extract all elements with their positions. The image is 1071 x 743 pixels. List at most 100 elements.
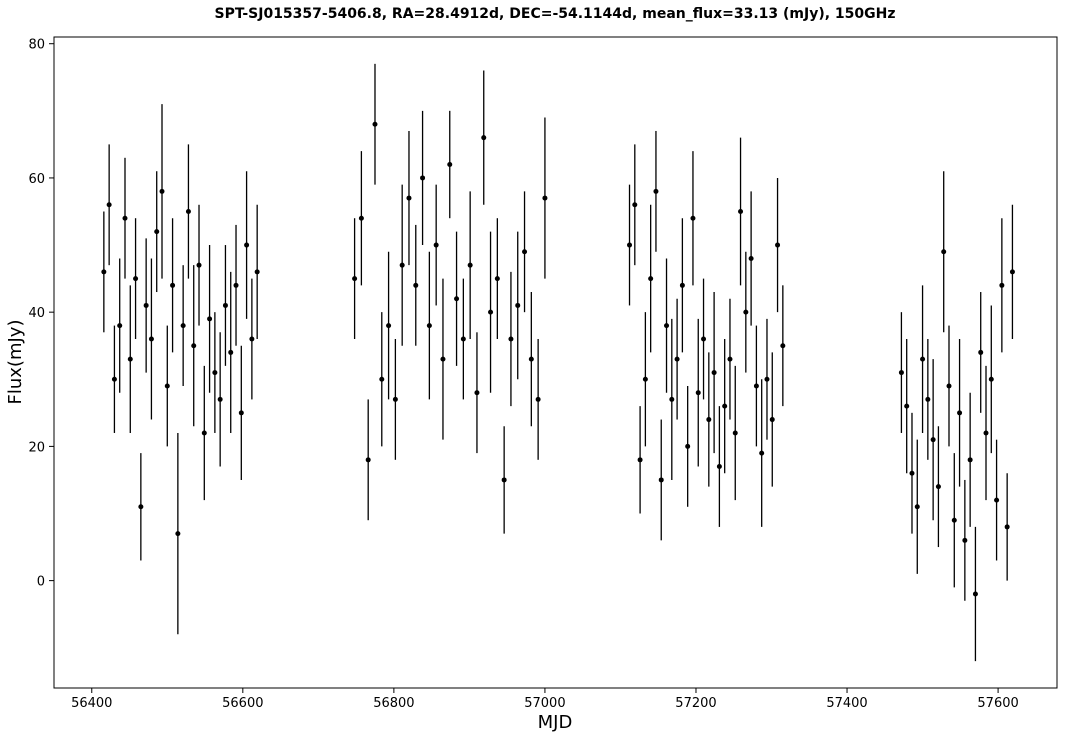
x-tick-label: 57000	[524, 696, 565, 711]
x-tick-label: 56600	[222, 696, 263, 711]
data-point	[685, 443, 691, 449]
data-point	[690, 215, 696, 221]
data-point	[637, 457, 643, 463]
data-point	[642, 376, 648, 382]
data-point	[695, 390, 701, 396]
data-point	[379, 376, 385, 382]
data-point	[467, 262, 473, 268]
data-point	[488, 309, 494, 315]
data-point	[701, 336, 707, 342]
data-point	[111, 376, 117, 382]
data-point	[769, 417, 775, 423]
data-point	[420, 175, 426, 181]
data-point	[233, 282, 239, 288]
data-point	[143, 302, 149, 308]
data-point	[994, 497, 1000, 503]
data-point	[706, 417, 712, 423]
data-point	[494, 276, 500, 282]
y-tick-label: 60	[28, 172, 45, 187]
data-point	[722, 403, 728, 409]
data-point	[748, 255, 754, 261]
data-point	[180, 323, 186, 329]
data-point	[460, 336, 466, 342]
data-point	[988, 376, 994, 382]
data-point	[440, 356, 446, 362]
data-point	[674, 356, 680, 362]
x-tick-label: 57600	[977, 696, 1018, 711]
data-point	[474, 390, 480, 396]
data-point	[738, 208, 744, 214]
plot-frame	[53, 36, 1058, 689]
data-point	[732, 430, 738, 436]
x-tick-label: 56400	[71, 696, 112, 711]
x-tick-label: 56800	[373, 696, 414, 711]
data-point	[909, 470, 915, 476]
data-point	[501, 477, 507, 483]
data-point	[1009, 269, 1015, 275]
data-point	[212, 370, 218, 376]
data-point	[528, 356, 534, 362]
data-point	[951, 517, 957, 523]
data-point	[508, 336, 514, 342]
data-point	[930, 437, 936, 443]
x-tick-label: 57200	[675, 696, 716, 711]
data-point	[228, 349, 234, 355]
data-point	[946, 383, 952, 389]
data-point	[522, 249, 528, 255]
data-point	[201, 430, 207, 436]
data-point	[447, 162, 453, 168]
data-point	[185, 208, 191, 214]
data-point	[207, 316, 213, 322]
data-point	[978, 349, 984, 355]
data-point	[127, 356, 133, 362]
data-point	[658, 477, 664, 483]
data-point	[999, 282, 1005, 288]
y-tick-label: 20	[28, 440, 45, 455]
data-point	[743, 309, 749, 315]
data-point	[653, 188, 659, 194]
data-point	[222, 302, 228, 308]
data-point	[196, 262, 202, 268]
data-point	[191, 343, 197, 349]
data-point	[358, 215, 364, 221]
data-point	[1004, 524, 1010, 530]
data-point	[648, 276, 654, 282]
data-point	[627, 242, 633, 248]
data-point	[711, 370, 717, 376]
data-point	[413, 282, 419, 288]
data-point	[935, 484, 941, 490]
data-point	[106, 202, 112, 208]
data-point	[254, 269, 260, 275]
data-point	[365, 457, 371, 463]
data-point	[454, 296, 460, 302]
data-point	[925, 396, 931, 402]
data-point	[170, 282, 176, 288]
data-point	[679, 282, 685, 288]
data-point	[941, 249, 947, 255]
data-point	[764, 376, 770, 382]
data-point	[515, 302, 521, 308]
data-point	[727, 356, 733, 362]
data-point	[138, 504, 144, 510]
data-point	[164, 383, 170, 389]
data-point	[154, 229, 160, 235]
data-point	[780, 343, 786, 349]
y-tick-label: 40	[28, 306, 45, 321]
data-point	[238, 410, 244, 416]
data-point	[962, 537, 968, 543]
data-point	[148, 336, 154, 342]
data-point	[967, 457, 973, 463]
x-tick-label: 57400	[826, 696, 867, 711]
data-point	[983, 430, 989, 436]
data-point	[669, 396, 675, 402]
data-point	[217, 396, 223, 402]
chart-title: SPT-SJ015357-5406.8, RA=28.4912d, DEC=-5…	[215, 6, 896, 22]
data-point	[904, 403, 910, 409]
y-axis-label: Flux(mJy)	[5, 320, 26, 405]
data-point	[249, 336, 255, 342]
data-point	[716, 464, 722, 470]
y-tick-label: 0	[37, 575, 45, 590]
data-point	[775, 242, 781, 248]
data-point	[101, 269, 107, 275]
data-point	[175, 531, 181, 537]
